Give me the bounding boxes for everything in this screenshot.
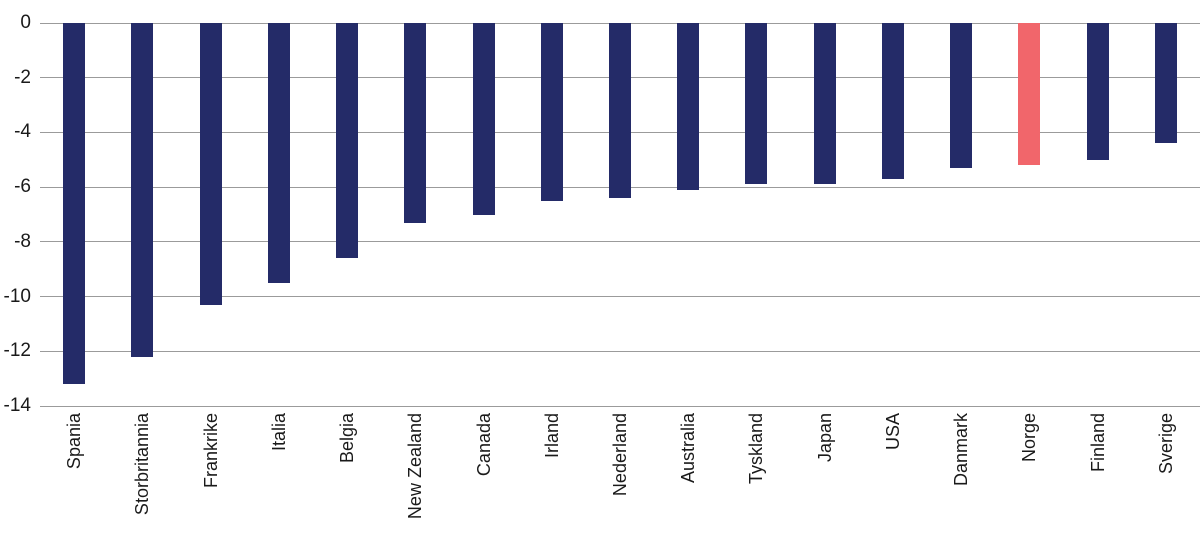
x-label-finland: Finland [1087, 413, 1108, 473]
x-label-usa: USA [882, 413, 903, 451]
gridline--10 [40, 296, 1200, 298]
y-tick-label-0: 0 [20, 12, 31, 33]
x-label-cell-canada: Canada [449, 413, 517, 553]
y-tick-label--4: -4 [14, 121, 31, 143]
x-label-norge: Norge [1019, 413, 1040, 463]
x-label-cell-spania: Spania [40, 413, 108, 553]
x-label-cell-storbritannia: Storbritannia [108, 413, 176, 553]
x-label-tyskland: Tyskland [746, 413, 767, 485]
y-tick-label--14: -14 [3, 395, 31, 416]
bar-japan [813, 23, 836, 185]
x-label-cell-new-zealand: New Zealand [381, 413, 449, 553]
gridline--14 [40, 405, 1200, 407]
x-label-cell-nederland: Nederland [586, 413, 654, 553]
x-label-australia: Australia [678, 413, 699, 484]
x-label-storbritannia: Storbritannia [132, 413, 153, 516]
bar-irland [540, 23, 563, 201]
bar-italia [267, 23, 290, 283]
bar-frankrike [199, 23, 222, 305]
x-label-canada: Canada [473, 413, 494, 477]
x-label-nederland: Nederland [609, 413, 630, 497]
x-label-sverige: Sverige [1155, 413, 1176, 475]
x-axis: Spania Storbritannia Frankrike Italia Belgia… [40, 413, 1200, 553]
x-label-frankrike: Frankrike [200, 413, 221, 489]
y-axis: 0 -2 -4 -6 -8 -10 -12 -14 [0, 13, 34, 416]
x-label-cell-usa: USA [859, 413, 927, 553]
x-label-cell-irland: Irland [518, 413, 586, 553]
bar-nederland [609, 23, 631, 199]
bar-usa [881, 23, 904, 179]
x-label-cell-belgia: Belgia [313, 413, 381, 553]
bar-finland [1086, 23, 1109, 160]
bar-sverige [1154, 23, 1177, 144]
bar-australia [677, 23, 700, 190]
x-label-cell-finland: Finland [1064, 413, 1132, 553]
x-label-danmark: Danmark [951, 413, 972, 487]
bar-danmark [950, 23, 973, 168]
x-label-cell-japan: Japan [791, 413, 859, 553]
x-label-cell-tyskland: Tyskland [722, 413, 790, 553]
bar-spania [63, 23, 86, 385]
y-tick-label--10: -10 [3, 285, 31, 307]
bar-belgia [336, 23, 359, 259]
y-tick-label--6: -6 [14, 176, 31, 198]
y-tick-label--2: -2 [14, 66, 31, 88]
bar-storbritannia [131, 23, 154, 357]
x-label-cell-frankrike: Frankrike [176, 413, 244, 553]
x-label-belgia: Belgia [337, 413, 358, 464]
bar-new-zealand [404, 23, 427, 223]
bar-norge [1018, 23, 1041, 166]
x-label-japan: Japan [814, 413, 835, 463]
x-label-irland: Irland [541, 413, 562, 459]
bar-canada [472, 23, 495, 215]
y-tick-label--8: -8 [14, 230, 31, 252]
x-label-cell-italia: Italia [245, 413, 313, 553]
y-tick-label--12: -12 [3, 340, 31, 362]
plot-area [40, 22, 1200, 407]
x-label-cell-danmark: Danmark [927, 413, 995, 553]
x-label-cell-norge: Norge [995, 413, 1063, 553]
gridline--12 [40, 350, 1200, 352]
x-label-cell-australia: Australia [654, 413, 722, 553]
x-label-cell-sverige: Sverige [1132, 413, 1200, 553]
bar-tyskland [745, 23, 768, 185]
x-label-italia: Italia [268, 413, 289, 452]
x-label-new-zealand: New Zealand [405, 413, 426, 520]
x-label-spania: Spania [64, 413, 85, 470]
gridline--8 [40, 241, 1200, 243]
